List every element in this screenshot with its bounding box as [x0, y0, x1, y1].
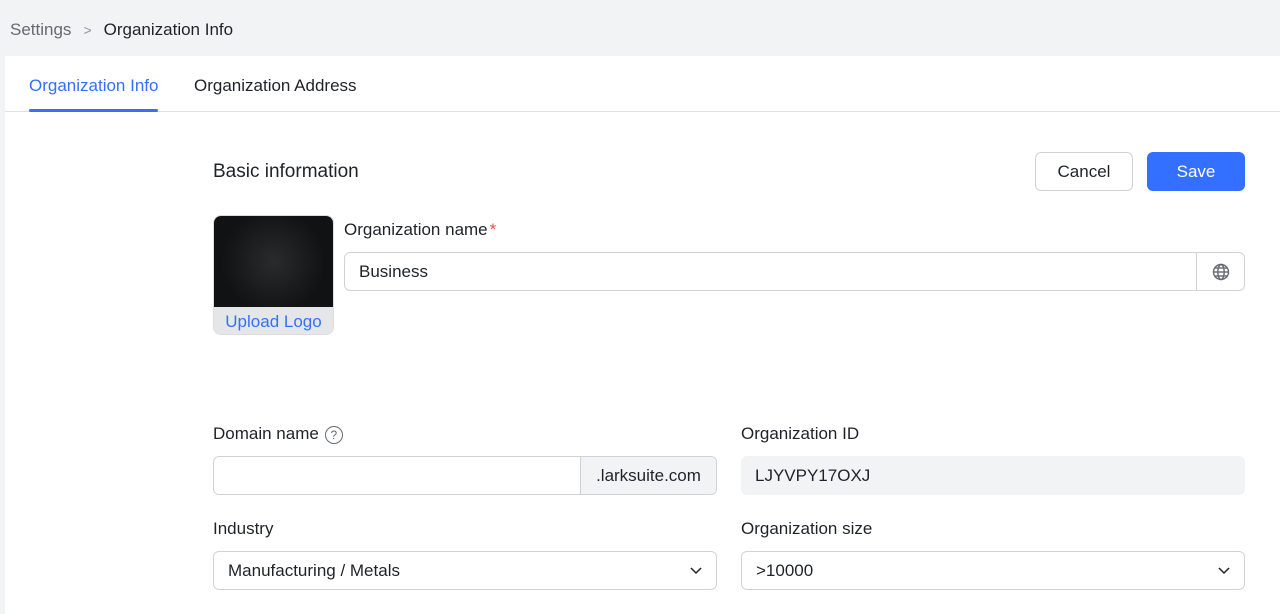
content-panel [5, 56, 1280, 614]
tab-bar: Organization Info Organization Address [5, 56, 1280, 112]
org-size-value[interactable]: >10000 [756, 560, 814, 580]
chevron-down-icon[interactable] [676, 566, 716, 575]
org-id-field: LJYVPY17OXJ [741, 456, 1245, 495]
chevron-right-icon: > [83, 22, 92, 38]
required-mark: * [489, 220, 497, 239]
upload-logo-button[interactable]: Upload Logo [214, 307, 333, 334]
domain-label-text: Domain name [213, 424, 319, 443]
breadcrumb: Settings > Organization Info [10, 20, 233, 40]
breadcrumb-settings[interactable]: Settings [10, 20, 72, 39]
section-title: Basic information [213, 161, 359, 182]
org-name-input[interactable]: Business [344, 252, 1245, 291]
org-name-value[interactable]: Business [359, 261, 428, 281]
logo-image [214, 216, 333, 307]
org-id-label: Organization ID [741, 424, 860, 443]
industry-label: Industry [213, 519, 274, 538]
domain-suffix: .larksuite.com [580, 457, 716, 494]
industry-select[interactable]: Manufacturing / Metals [213, 551, 717, 590]
tab-organization-info[interactable]: Organization Info [29, 76, 159, 112]
domain-input[interactable]: .larksuite.com [213, 456, 717, 495]
tab-organization-address[interactable]: Organization Address [194, 76, 357, 95]
domain-label: Domain name? [213, 424, 343, 444]
org-id-value: LJYVPY17OXJ [755, 465, 871, 485]
help-icon[interactable]: ? [324, 425, 343, 444]
chevron-down-icon[interactable] [1204, 566, 1244, 575]
industry-value[interactable]: Manufacturing / Metals [228, 560, 400, 580]
save-button[interactable]: Save [1147, 152, 1245, 191]
org-size-select[interactable]: >10000 [741, 551, 1245, 590]
breadcrumb-current: Organization Info [103, 20, 234, 39]
org-name-label: Organization name * [344, 220, 496, 240]
org-size-label: Organization size [741, 519, 873, 538]
globe-icon[interactable] [1196, 253, 1244, 290]
cancel-button[interactable]: Cancel [1035, 152, 1133, 191]
logo-uploader[interactable]: Upload Logo [213, 215, 334, 335]
org-name-label-text: Organization name [344, 220, 488, 239]
